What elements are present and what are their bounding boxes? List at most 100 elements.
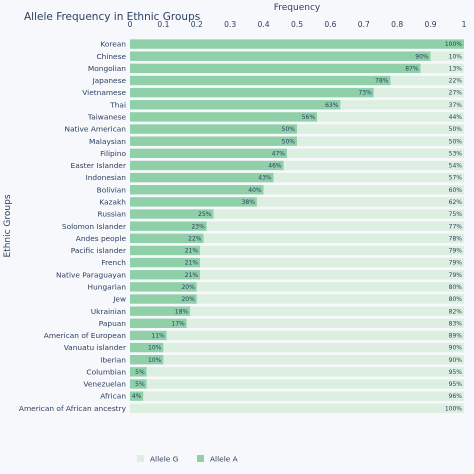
bar-allele-g[interactable] (297, 124, 464, 134)
bar-allele-g[interactable] (317, 112, 464, 122)
x-tick-label: 0.9 (425, 20, 437, 29)
bar-allele-g[interactable] (146, 379, 464, 389)
bar-allele-g[interactable] (297, 136, 464, 146)
bar-allele-g[interactable] (196, 282, 465, 292)
bar-allele-g[interactable] (256, 197, 464, 207)
bar-allele-g[interactable] (130, 403, 464, 413)
bar-allele-g[interactable] (273, 172, 464, 183)
legend[interactable]: Allele G Allele A (137, 455, 238, 464)
bar-allele-g[interactable] (420, 63, 464, 74)
bar-allele-a[interactable] (130, 75, 391, 86)
bar-allele-a[interactable] (130, 221, 207, 231)
bar-allele-a[interactable] (130, 112, 318, 122)
bar-allele-a[interactable] (130, 233, 204, 244)
data-label-allele-g: 79% (449, 272, 463, 279)
bar-allele-g[interactable] (196, 294, 465, 304)
bar-allele-a[interactable] (130, 330, 167, 341)
bar-allele-a[interactable] (130, 379, 147, 389)
category-label: Easter Islander (71, 161, 127, 170)
data-label-allele-g: 60% (449, 187, 463, 194)
bar-allele-g[interactable] (213, 209, 465, 219)
bar-allele-a[interactable] (130, 391, 144, 401)
bar-allele-a[interactable] (130, 197, 257, 207)
bar-allele-a[interactable] (130, 282, 197, 292)
bar-allele-g[interactable] (203, 233, 465, 244)
bar-allele-a[interactable] (130, 87, 374, 98)
legend-label[interactable]: Allele A (210, 455, 238, 464)
bar-allele-g[interactable] (163, 342, 464, 353)
bar-allele-a[interactable] (130, 270, 201, 280)
bar-allele-g[interactable] (340, 100, 464, 110)
bar-allele-g[interactable] (373, 87, 464, 98)
bar-allele-a[interactable] (130, 39, 464, 49)
category-label: Papuan (99, 319, 127, 328)
category-label: Jew (112, 295, 126, 304)
data-label-allele-a: 20% (181, 284, 195, 291)
data-label-allele-g: 13% (449, 65, 463, 72)
bars: 100% 90% 10% 87% 13% 78% 22% 73% 27% 63% 37% 56% 44%… (130, 39, 465, 413)
bar-allele-a[interactable] (130, 160, 284, 171)
x-tick-label: 0.3 (224, 20, 236, 29)
x-tick-label: 0.1 (157, 20, 169, 29)
bar-allele-a[interactable] (130, 355, 164, 365)
bar-allele-a[interactable] (130, 124, 297, 134)
data-label-allele-g: 100% (445, 41, 462, 48)
bar-allele-g[interactable] (200, 245, 464, 256)
data-label-allele-g: 22% (449, 78, 463, 85)
bar-allele-a[interactable] (130, 100, 341, 110)
data-label-allele-a: 21% (185, 260, 199, 267)
data-label-allele-a: 63% (325, 102, 339, 109)
data-label-allele-a: 22% (188, 235, 202, 242)
bar-allele-a[interactable] (130, 294, 197, 304)
bar-allele-a[interactable] (130, 245, 201, 256)
bar-allele-a[interactable] (130, 209, 214, 219)
bar-allele-g[interactable] (283, 160, 464, 171)
bar-allele-a[interactable] (130, 136, 297, 146)
data-label-allele-a: 50% (282, 126, 296, 133)
bar-allele-a[interactable] (130, 51, 431, 61)
x-axis-title: Frequency (274, 3, 321, 13)
legend-swatch[interactable] (137, 455, 144, 462)
data-label-allele-g: 95% (449, 381, 463, 388)
legend-label[interactable]: Allele G (150, 455, 179, 464)
bar-allele-g[interactable] (200, 270, 464, 280)
bar-allele-a[interactable] (130, 63, 421, 74)
category-label: Korean (100, 40, 126, 49)
bar-allele-a[interactable] (130, 172, 274, 183)
x-tick-labels: 0 0.1 0.2 0.3 0.4 0.5 0.6 0.7 0.8 0.9 1 (128, 20, 467, 29)
bar-allele-g[interactable] (143, 391, 465, 401)
bar-allele-g[interactable] (263, 185, 464, 195)
bar-allele-a[interactable] (130, 306, 191, 316)
data-label-allele-g: 53% (449, 150, 463, 157)
bar-allele-a[interactable] (130, 257, 201, 268)
bar-allele-a[interactable] (130, 367, 147, 377)
bar-allele-g[interactable] (200, 257, 464, 268)
bar-allele-g[interactable] (190, 306, 464, 316)
bar-allele-g[interactable] (430, 51, 464, 61)
bar-allele-g[interactable] (163, 355, 464, 365)
category-label: French (101, 258, 126, 267)
bar-allele-g[interactable] (166, 330, 465, 341)
bar-allele-a[interactable] (130, 185, 264, 195)
bar-allele-g[interactable] (206, 221, 464, 231)
data-label-allele-a: 21% (185, 272, 199, 279)
data-label-allele-g: 89% (449, 333, 463, 340)
data-label-allele-a: 43% (258, 175, 272, 182)
data-label-allele-g: 57% (449, 175, 463, 182)
bar-allele-a[interactable] (130, 148, 287, 159)
bar-allele-g[interactable] (390, 75, 464, 86)
bar-allele-g[interactable] (146, 367, 464, 377)
data-label-allele-g: 80% (449, 296, 463, 303)
category-label: American of African ancestry (19, 404, 127, 413)
bar-allele-g[interactable] (186, 318, 464, 328)
bar-allele-a[interactable] (130, 318, 187, 328)
data-label-allele-a: 90% (415, 53, 429, 60)
data-label-allele-g: 90% (449, 345, 463, 352)
category-label: Bolivian (97, 185, 127, 194)
legend-swatch[interactable] (197, 455, 204, 462)
bar-allele-g[interactable] (286, 148, 464, 159)
x-tick-label: 0.6 (324, 20, 336, 29)
bar-allele-a[interactable] (130, 342, 164, 353)
data-label-allele-a: 25% (198, 211, 212, 218)
